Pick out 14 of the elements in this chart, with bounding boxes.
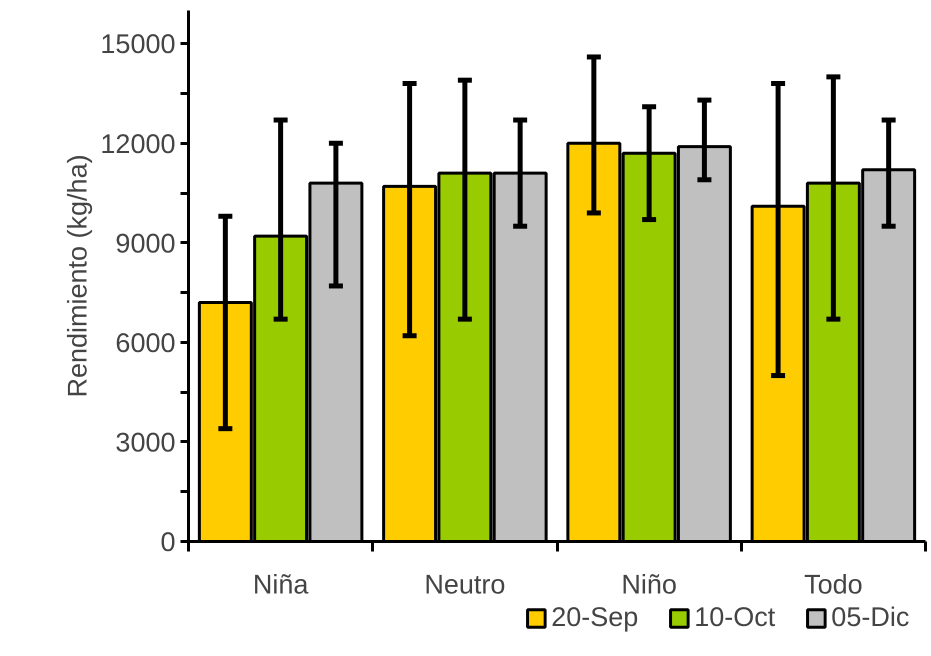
legend-label: 10-Oct [694, 602, 776, 633]
legend-label: 05-Dic [831, 602, 910, 633]
y-axis-title: Rendimiento (kg/ha) [62, 154, 92, 398]
y-tick-label: 12000 [100, 128, 176, 159]
y-tick-label: 15000 [100, 29, 176, 60]
y-tick-label: 3000 [115, 427, 176, 458]
y-tick-label: 6000 [115, 328, 176, 358]
x-tick-label: Todo [804, 570, 863, 600]
y-tick-label: 9000 [115, 228, 176, 258]
x-tick-label: Niño [621, 570, 677, 600]
x-tick-label: Neutro [424, 570, 506, 600]
x-tick-label: Niña [252, 570, 310, 600]
legend-label: 20-Sep [551, 602, 638, 633]
y-tick-label: 0 [160, 527, 176, 557]
